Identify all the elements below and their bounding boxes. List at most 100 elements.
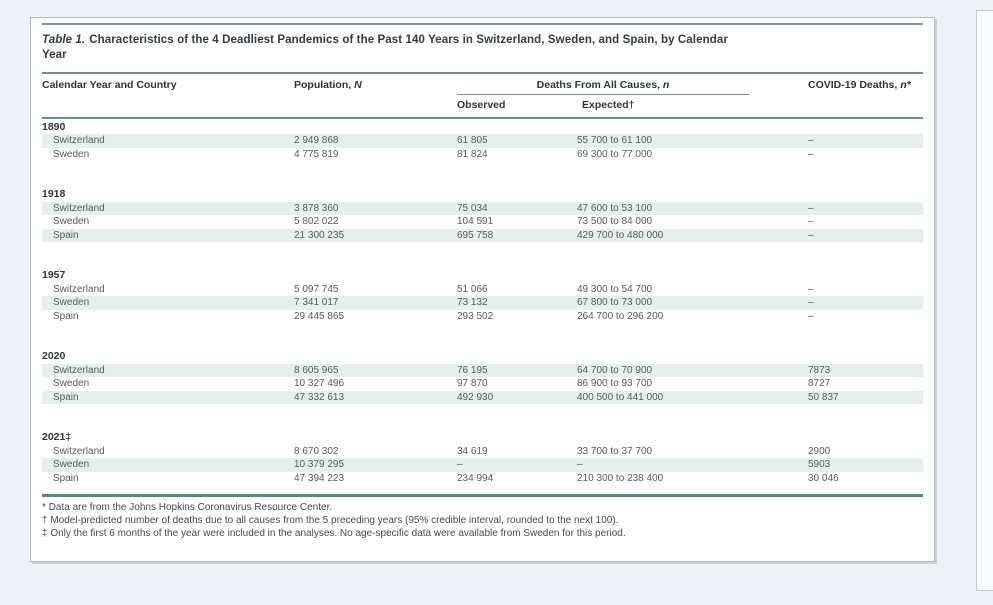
col-header-expected: Expected†: [582, 99, 635, 112]
col-header-covid-deaths: COVID-19 Deaths, n*: [808, 78, 911, 91]
cell-observed-deaths: –: [457, 459, 463, 471]
table-row: Spain 47 332 613 492 930 400 500 to 441 …: [42, 390, 923, 405]
table-title: Table 1. Characteristics of the 4 Deadlie…: [42, 33, 923, 63]
table-section: 1890 Switzerland 2 949 868 61 805 55 700…: [42, 121, 923, 162]
year-header-row: 1957: [42, 269, 66, 282]
cell-observed-deaths: 492 930: [457, 391, 494, 403]
cell-expected-deaths: 400 500 to 441 000: [577, 391, 664, 403]
cell-country: Switzerland: [53, 202, 105, 214]
table-bottom-rule: [42, 494, 923, 497]
cell-observed-deaths: 234 994: [457, 472, 494, 484]
cell-country: Spain: [53, 310, 79, 322]
cell-covid-deaths: –: [808, 297, 814, 309]
table-footnotes: * Data are from the Johns Hopkins Corona…: [42, 501, 923, 540]
col-header-calendar-year: Calendar Year and Country: [42, 78, 177, 91]
table-row: Switzerland 2 949 868 61 805 55 700 to 6…: [42, 134, 923, 148]
cell-observed-deaths: 104 591: [457, 216, 494, 228]
cell-observed-deaths: 76 195: [457, 364, 488, 376]
cell-covid-deaths: 30 046: [808, 472, 839, 484]
cell-population: 7 341 017: [294, 297, 339, 309]
cell-population: 5 097 745: [294, 283, 339, 295]
sub-header-row: Observed Expected†: [457, 99, 808, 115]
cell-expected-deaths: 33 700 to 37 700: [577, 445, 653, 457]
year-header-row: 2021‡: [42, 431, 72, 444]
cell-covid-deaths: –: [808, 135, 814, 147]
article-table-panel: Table 1. Characteristics of the 4 Deadlie…: [30, 17, 935, 562]
cell-country: Switzerland: [53, 283, 105, 295]
cell-population: 2 949 868: [294, 135, 339, 147]
group-header-underline: [457, 93, 749, 96]
cell-population: 29 445 865: [294, 310, 345, 322]
cell-observed-deaths: 51 066: [457, 283, 488, 295]
table-section: 2021‡ Switzerland 8 670 302 34 619 33 70…: [42, 431, 923, 485]
cell-country: Switzerland: [53, 364, 105, 376]
cell-observed-deaths: 293 502: [457, 310, 494, 322]
table-row: Spain 47 394 223 234 994 210 300 to 238 …: [42, 472, 923, 486]
table-section: 1957 Switzerland 5 097 745 51 066 49 300…: [42, 269, 923, 323]
cell-population: 10 327 496: [294, 378, 345, 390]
adjacent-page-edge: [976, 10, 993, 591]
cell-population: 10 379 295: [294, 459, 345, 471]
cell-population: 8 670 302: [294, 445, 339, 457]
cell-observed-deaths: 75 034: [457, 202, 488, 214]
cell-country: Sweden: [53, 297, 90, 309]
cell-observed-deaths: 81 824: [457, 148, 488, 160]
cell-country: Spain: [53, 229, 79, 241]
table-caption-line2: Year: [42, 49, 67, 62]
col-header-observed: Observed: [457, 99, 506, 112]
cell-expected-deaths: 264 700 to 296 200: [577, 310, 664, 322]
cell-covid-deaths: –: [808, 202, 814, 214]
cell-expected-deaths: 210 300 to 238 400: [577, 472, 664, 484]
cell-covid-deaths: –: [808, 283, 814, 295]
cell-covid-deaths: 8727: [808, 378, 831, 390]
cell-population: 47 332 613: [294, 391, 345, 403]
year-header-row: 1918: [42, 188, 66, 201]
cell-expected-deaths: 47 600 to 53 100: [577, 202, 653, 214]
table-row: Sweden 4 775 819 81 824 69 300 to 77 000…: [42, 148, 923, 162]
cell-expected-deaths: 67 800 to 73 000: [577, 297, 653, 309]
footnote-dagger: † Model-predicted number of deaths due t…: [42, 514, 619, 526]
table-row: Sweden 7 341 017 73 132 67 800 to 73 000…: [42, 296, 923, 310]
table-caption-line1: Characteristics of the 4 Deadliest Pande…: [89, 34, 728, 46]
cell-country: Sweden: [53, 216, 90, 228]
footnote-double-dagger: ‡ Only the first 6 months of the year we…: [42, 527, 626, 539]
col-group-deaths-all-causes: Deaths From All Causes, n Observed Expec…: [457, 79, 808, 116]
cell-expected-deaths: 69 300 to 77 000: [577, 148, 653, 160]
table-row: Spain 21 300 235 695 758 429 700 to 480 …: [42, 228, 923, 243]
table-section: 1918 Switzerland 3 878 360 75 034 47 600…: [42, 188, 923, 243]
table-number-label: Table 1.: [42, 34, 86, 46]
cell-population: 4 775 819: [294, 148, 339, 160]
cell-expected-deaths: 73 500 to 84 000: [577, 216, 653, 228]
group-header-label: Deaths From All Causes, n: [536, 78, 670, 91]
header-bottom-rule: [42, 117, 923, 119]
cell-covid-deaths: –: [808, 310, 814, 322]
table-row: Sweden 10 327 496 97 870 86 900 to 93 70…: [42, 377, 923, 391]
cell-country: Switzerland: [53, 135, 105, 147]
cell-country: Sweden: [53, 378, 90, 390]
table-row: Switzerland 8 605 965 76 195 64 700 to 7…: [42, 363, 923, 378]
table-row: Spain 29 445 865 293 502 264 700 to 296 …: [42, 310, 923, 324]
cell-population: 47 394 223: [294, 472, 345, 484]
table-top-rule: [42, 23, 923, 25]
cell-population: 3 878 360: [294, 202, 339, 214]
cell-covid-deaths: 7873: [808, 364, 831, 376]
year-header-row: 2020: [42, 350, 66, 363]
table-row: Switzerland 3 878 360 75 034 47 600 to 5…: [42, 201, 923, 216]
cell-covid-deaths: –: [808, 216, 814, 228]
year-header-row: 1890: [42, 120, 66, 133]
footnote-asterisk: * Data are from the Johns Hopkins Corona…: [42, 501, 333, 513]
cell-expected-deaths: –: [577, 459, 583, 471]
table-row: Sweden 5 802 022 104 591 73 500 to 84 00…: [42, 215, 923, 229]
cell-observed-deaths: 61 805: [457, 135, 488, 147]
cell-population: 21 300 235: [294, 229, 345, 241]
cell-country: Spain: [53, 472, 79, 484]
table-section: 2020 Switzerland 8 605 965 76 195 64 700…: [42, 350, 923, 405]
cell-expected-deaths: 429 700 to 480 000: [577, 229, 664, 241]
cell-expected-deaths: 64 700 to 70 900: [577, 364, 653, 376]
cell-covid-deaths: 5903: [808, 459, 831, 471]
cell-country: Spain: [53, 391, 79, 403]
cell-expected-deaths: 49 300 to 54 700: [577, 283, 653, 295]
cell-covid-deaths: 50 837: [808, 391, 839, 403]
cell-observed-deaths: 73 132: [457, 297, 488, 309]
table-row: Switzerland 5 097 745 51 066 49 300 to 5…: [42, 283, 923, 297]
